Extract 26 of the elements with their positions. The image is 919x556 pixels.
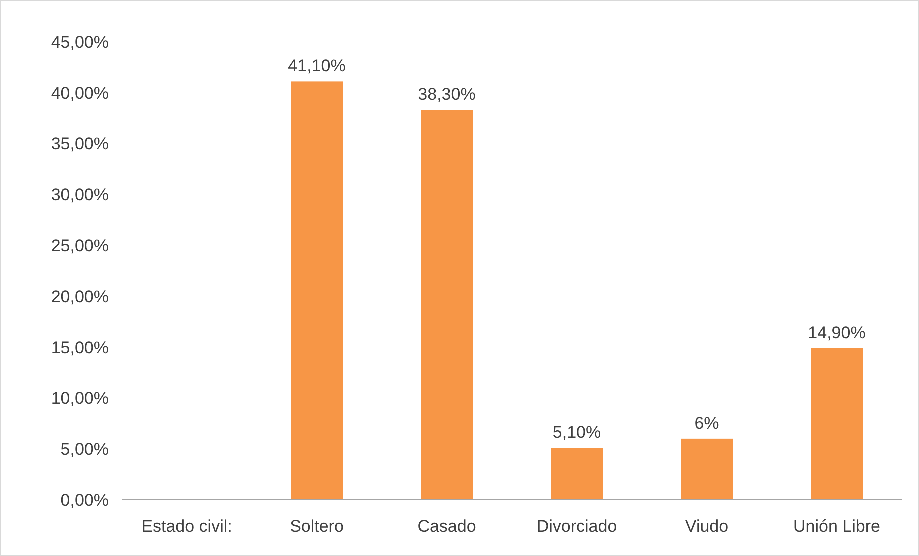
y-tick-label: 20,00% [51, 287, 109, 306]
y-tick-label: 0,00% [60, 490, 109, 510]
bar [291, 82, 343, 500]
bar [551, 448, 603, 500]
y-tick-label: 40,00% [51, 84, 109, 103]
x-tick-label: Soltero [290, 517, 344, 536]
y-tick-label: 45,00% [51, 32, 109, 52]
data-label: 5,10% [552, 423, 602, 442]
x-tick-label: Viudo [685, 517, 729, 536]
y-tick-label: 10,00% [51, 389, 109, 408]
y-tick-label: 30,00% [51, 186, 109, 205]
y-tick-label: 5,00% [60, 440, 109, 460]
x-tick-label: Casado [418, 517, 476, 536]
x-tick-label: Divorciado [536, 517, 618, 536]
bar [421, 110, 473, 500]
data-label: 38,30% [418, 85, 476, 104]
data-label: 41,10% [288, 56, 346, 76]
x-axis-title: Estado civil: [142, 517, 232, 536]
y-tick-label: 15,00% [51, 338, 109, 358]
data-label: 14,90% [808, 323, 866, 342]
bar [681, 438, 733, 500]
y-tick-label: 35,00% [51, 134, 109, 154]
data-label: 6% [694, 414, 720, 433]
bar [811, 348, 863, 500]
x-tick-label: Unión Libre [794, 517, 880, 536]
y-tick-label: 25,00% [51, 236, 109, 256]
